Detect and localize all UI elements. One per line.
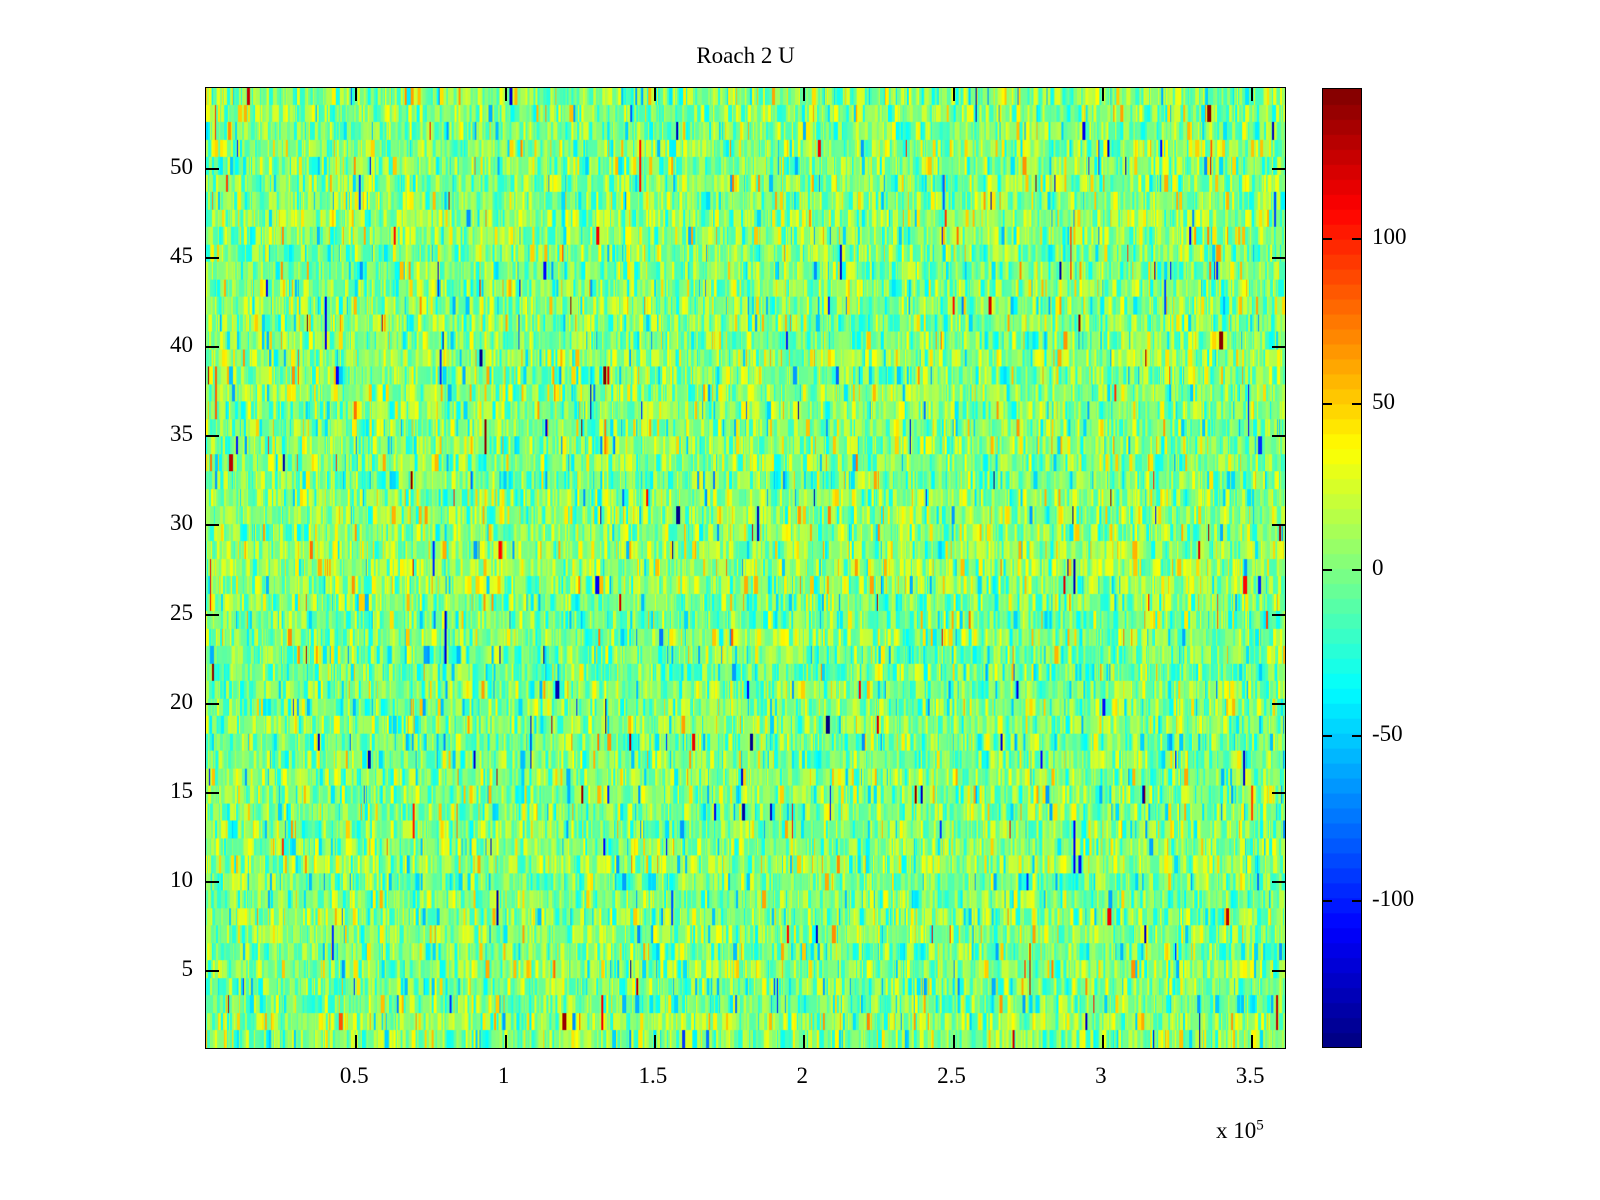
y-tick-mark: [206, 346, 219, 349]
x-tick-mark: [355, 88, 358, 101]
x-tick-mark: [504, 88, 507, 101]
x-tick-mark: [803, 88, 806, 101]
x-exponent-mantissa: x 10: [1216, 1118, 1257, 1143]
x-tick-mark: [952, 88, 955, 101]
x-exponent-power: 5: [1256, 1117, 1264, 1134]
y-tick-mark: [1272, 969, 1285, 972]
heatmap-image: [206, 88, 1285, 1048]
colorbar-tick-mark: [1323, 237, 1332, 240]
x-axis-tick-label: 3.5: [1235, 1063, 1265, 1088]
y-tick-mark: [206, 880, 219, 883]
colorbar-tick-label: 0: [1372, 555, 1384, 580]
y-tick-mark: [1272, 346, 1285, 349]
y-tick-mark: [206, 791, 219, 794]
x-axis-tick-label: 1: [497, 1063, 510, 1088]
colorbar-tick-mark: [1323, 900, 1332, 903]
y-tick-mark: [206, 613, 219, 616]
y-tick-mark: [1272, 702, 1285, 705]
y-tick-mark: [206, 702, 219, 705]
colorbar-tick-label: -100: [1372, 886, 1415, 912]
colorbar-tick-mark: [1352, 237, 1361, 240]
y-axis-tick-label: 20: [170, 688, 193, 714]
y-tick-mark: [1272, 435, 1285, 438]
y-tick-mark: [1272, 613, 1285, 616]
heatmap-axes[interactable]: [205, 87, 1286, 1049]
colorbar-gradient: [1323, 89, 1361, 1047]
colorbar-tick-mark: [1352, 569, 1361, 571]
x-tick-mark: [1101, 1035, 1104, 1048]
colorbar-tick-mark: [1323, 569, 1332, 571]
x-axis-tick-label: 3: [1095, 1063, 1107, 1088]
y-tick-mark: [1272, 524, 1285, 527]
colorbar-tick-label: 100: [1372, 223, 1407, 249]
y-tick-mark: [206, 969, 219, 972]
colorbar[interactable]: [1322, 88, 1362, 1048]
x-tick-mark: [355, 1035, 358, 1048]
colorbar-tick-mark: [1352, 403, 1361, 406]
y-axis-tick-label: 50: [170, 154, 193, 180]
y-axis-tick-label: 45: [170, 243, 193, 269]
x-axis-tick-label: 2: [796, 1063, 808, 1088]
y-tick-mark: [206, 257, 219, 260]
y-tick-mark: [206, 435, 219, 438]
x-tick-mark: [1101, 88, 1104, 101]
y-tick-mark: [1272, 257, 1285, 260]
y-axis-tick-label: 30: [170, 510, 193, 536]
y-axis-tick-label: 15: [170, 777, 193, 803]
x-axis-tick-label: 2.5: [937, 1063, 966, 1088]
x-tick-mark: [803, 1035, 806, 1048]
y-axis-tick-label: 25: [170, 599, 193, 625]
y-axis-tick-label: 10: [170, 866, 193, 892]
x-axis-tick-label: 0.5: [339, 1063, 369, 1088]
x-axis-tick-label: 1.5: [638, 1063, 668, 1088]
y-tick-mark: [1272, 880, 1285, 883]
x-tick-mark: [952, 1035, 955, 1048]
colorbar-tick-label: 50: [1372, 389, 1395, 415]
x-tick-mark: [1251, 1035, 1254, 1048]
x-tick-mark: [504, 1035, 507, 1048]
colorbar-tick-mark: [1323, 734, 1332, 737]
y-axis-tick-label: 35: [170, 421, 193, 447]
x-tick-mark: [653, 88, 656, 101]
y-tick-mark: [1272, 168, 1285, 171]
page-title: Roach 2 U: [696, 43, 795, 68]
colorbar-tick-mark: [1352, 900, 1361, 903]
y-tick-mark: [206, 168, 219, 171]
y-axis-tick-label: 5: [181, 955, 194, 981]
colorbar-tick-mark: [1323, 403, 1332, 406]
y-tick-mark: [1272, 791, 1285, 794]
colorbar-tick-mark: [1352, 734, 1361, 737]
x-tick-mark: [1251, 88, 1254, 101]
y-axis-tick-label: 40: [170, 332, 193, 358]
x-tick-mark: [653, 1035, 656, 1048]
colorbar-tick-label: -50: [1372, 720, 1403, 746]
x-axis-exponent-label: x 105: [1216, 1118, 1264, 1144]
y-tick-mark: [206, 524, 219, 527]
